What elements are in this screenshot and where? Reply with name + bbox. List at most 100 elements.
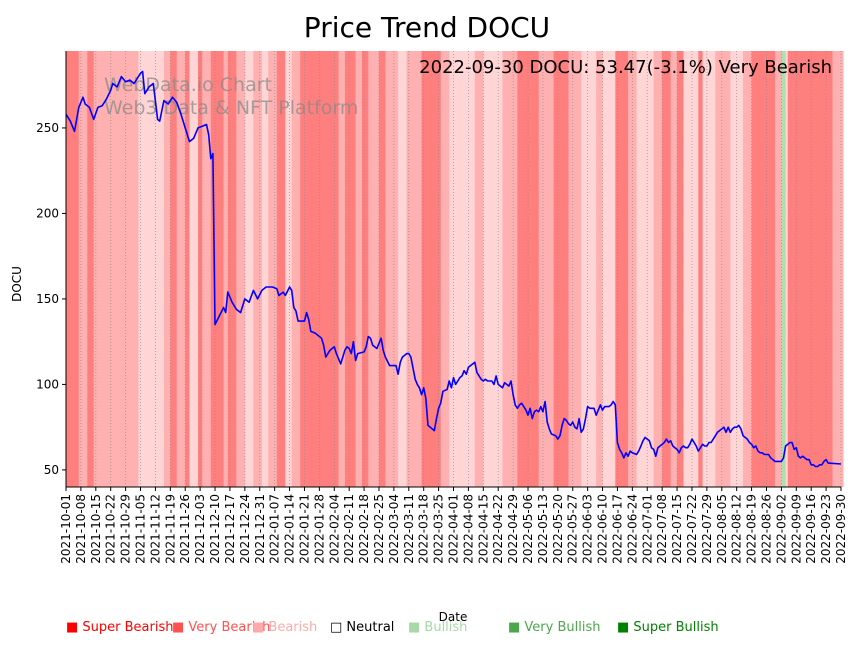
- sentiment-band: [730, 51, 744, 487]
- x-tick-label: 2022-09-30: [834, 494, 848, 564]
- legend-item: ■ Bullish: [408, 620, 468, 635]
- x-tick-label: 2021-12-31: [253, 494, 267, 564]
- x-tick-label: 2021-10-22: [104, 494, 118, 564]
- sentiment-band: [368, 51, 380, 487]
- sentiment-band: [93, 51, 118, 487]
- x-tick-label: 2022-08-19: [745, 494, 759, 564]
- x-axis-ticks: 2021-10-01 2021-10-08 2021-10-15 2021-10-22…: [59, 487, 848, 564]
- sentiment-band: [253, 51, 263, 487]
- y-tick-label: 100: [36, 377, 59, 391]
- legend-item: □ Neutral: [330, 620, 395, 635]
- sentiment-band: [615, 51, 629, 487]
- sentiment-band: [568, 51, 582, 487]
- x-tick-label: 2022-08-05: [715, 494, 729, 564]
- sentiment-band: [832, 51, 844, 487]
- x-tick-label: 2021-10-29: [119, 494, 133, 564]
- y-axis-label: DOCU: [10, 266, 24, 302]
- sentiment-band: [553, 51, 569, 487]
- sentiment-band: [185, 51, 190, 487]
- legend-item: ■ Bearish: [252, 620, 318, 635]
- x-tick-label: 2022-09-09: [789, 494, 803, 564]
- x-tick-label: 2022-09-23: [819, 494, 833, 564]
- x-tick-label: 2022-07-08: [655, 494, 669, 564]
- y-axis-ticks: 50 100 150 200 250: [36, 121, 66, 477]
- x-tick-label: 2022-03-25: [432, 494, 446, 564]
- sentiment-band: [276, 51, 286, 487]
- x-tick-label: 2022-08-26: [759, 494, 773, 564]
- x-tick-label: 2022-02-04: [327, 494, 341, 564]
- sentiment-band: [702, 51, 716, 487]
- sentiment-band: [662, 51, 672, 487]
- x-tick-label: 2022-05-13: [536, 494, 550, 564]
- sentiment-band: [361, 51, 369, 487]
- x-tick-label: 2022-07-29: [700, 494, 714, 564]
- legend-item: ■ Super Bearish: [66, 620, 174, 635]
- x-tick-label: 2021-11-26: [178, 494, 192, 564]
- legend-item: ■ Very Bearish: [172, 620, 271, 635]
- chart-title: Price Trend DOCU: [304, 11, 550, 44]
- x-tick-label: 2022-05-27: [566, 494, 580, 564]
- x-tick-label: 2021-10-08: [74, 494, 88, 564]
- x-tick-label: 2022-07-22: [685, 494, 699, 564]
- sentiment-band: [291, 51, 301, 487]
- x-tick-label: 2022-01-07: [268, 494, 282, 564]
- sentiment-band: [325, 51, 339, 487]
- x-tick-label: 2021-11-19: [163, 494, 177, 564]
- plot-background-bands: [66, 51, 844, 487]
- status-line: 2022-09-30 DOCU: 53.47(-3.1%) Very Beari…: [419, 57, 832, 78]
- sentiment-band: [715, 51, 731, 487]
- sentiment-band: [811, 51, 821, 487]
- sentiment-band: [398, 51, 408, 487]
- price-line-series: [65, 70, 842, 468]
- sentiment-band: [421, 51, 442, 487]
- x-tick-label: 2022-04-08: [461, 494, 475, 564]
- sentiment-band: [781, 51, 787, 487]
- sentiment-band: [677, 51, 684, 487]
- sentiment-band: [525, 51, 540, 487]
- x-tick-label: 2022-01-21: [297, 494, 311, 564]
- x-tick-label: 2022-08-12: [730, 494, 744, 564]
- sentiment-band: [670, 51, 678, 487]
- y-tick-label: 150: [36, 292, 59, 306]
- sentiment-band: [338, 51, 346, 487]
- sentiment-band: [581, 51, 597, 487]
- y-tick-label: 250: [36, 121, 59, 135]
- x-tick-label: 2021-12-17: [223, 494, 237, 564]
- sentiment-band: [698, 51, 704, 487]
- sentiment-band: [163, 51, 171, 487]
- x-tick-label: 2022-04-15: [476, 494, 490, 564]
- x-axis-label: Date: [439, 610, 468, 624]
- sentiment-band: [170, 51, 178, 487]
- sentiment-band: [176, 51, 186, 487]
- sentiment-band: [210, 51, 224, 487]
- x-tick-label: 2022-06-17: [610, 494, 624, 564]
- sentiment-band: [285, 51, 293, 487]
- sentiment-band: [440, 51, 450, 487]
- sentiment-band: [751, 51, 776, 487]
- x-tick-label: 2022-06-24: [625, 494, 639, 564]
- sentiment-band: [406, 51, 422, 487]
- sentiment-band: [538, 51, 554, 487]
- x-tick-label: 2021-12-03: [193, 494, 207, 564]
- x-tick-label: 2022-07-01: [640, 494, 654, 564]
- x-tick-label: 2022-04-29: [506, 494, 520, 564]
- x-tick-label: 2022-07-15: [670, 494, 684, 564]
- sentiment-band: [378, 51, 386, 487]
- sentiment-band: [261, 51, 269, 487]
- legend-item: ■ Very Bullish: [508, 620, 601, 635]
- x-tick-label: 2022-01-28: [312, 494, 326, 564]
- sentiment-band: [227, 51, 237, 487]
- x-tick-label: 2021-11-12: [148, 494, 162, 564]
- sentiment-band: [202, 51, 212, 487]
- x-tick-label: 2022-02-18: [357, 494, 371, 564]
- sentiment-band: [198, 51, 203, 487]
- x-tick-label: 2021-10-15: [89, 494, 103, 564]
- price-line: [65, 70, 842, 468]
- watermark-line-1: WebData.io Chart: [104, 74, 272, 96]
- x-tick-label: 2022-09-02: [774, 494, 788, 564]
- x-tick-label: 2022-02-25: [372, 494, 386, 564]
- x-tick-label: 2022-03-11: [402, 494, 416, 564]
- sentiment-band: [774, 51, 782, 487]
- x-tick-label: 2021-12-10: [208, 494, 222, 564]
- sentiment-band: [502, 51, 518, 487]
